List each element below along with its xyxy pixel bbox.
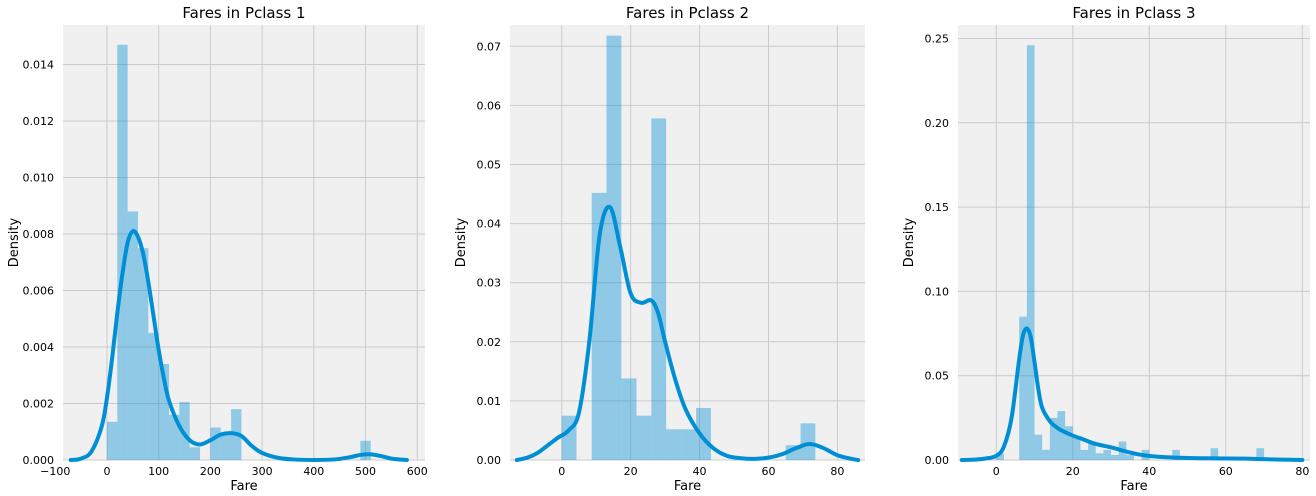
histogram-bar — [996, 453, 1004, 460]
plot-area — [63, 25, 425, 460]
y-tick-label: 0.002 — [23, 398, 55, 411]
histogram-bar — [220, 433, 232, 460]
histogram-bar — [1080, 449, 1089, 460]
x-tick-label: 80 — [1295, 465, 1309, 478]
histogram-bar — [210, 427, 221, 460]
y-axis-label: Density — [7, 217, 22, 267]
histogram-bar — [666, 429, 682, 460]
histogram-bar — [1103, 449, 1112, 460]
y-tick-label: 0.05 — [477, 158, 502, 171]
histogram-bar — [1072, 436, 1081, 460]
histogram-bar — [169, 414, 180, 460]
histogram-bar — [1256, 448, 1265, 460]
plot-area — [958, 25, 1310, 460]
histogram-bar — [1057, 411, 1066, 460]
histogram-bar — [696, 407, 711, 460]
histogram-bar — [1095, 453, 1104, 460]
x-tick-label: 20 — [1066, 465, 1080, 478]
x-axis-label: Fare — [230, 479, 257, 494]
histogram-bar — [800, 423, 816, 460]
y-tick-label: 0.20 — [925, 117, 950, 130]
y-tick-label: 0.02 — [477, 336, 502, 349]
y-tick-label: 0.06 — [477, 99, 502, 112]
y-tick-label: 0.00 — [477, 454, 502, 467]
histogram-bar — [106, 421, 118, 460]
histogram-bar — [189, 447, 201, 460]
chart-panel-pclass-3: 0 20 40 60 80 0.00 0.05 0.10 0.15 0.20 0.25 Fares i… — [902, 4, 1310, 494]
y-tick-label: 0.010 — [23, 172, 55, 185]
histogram-bar — [127, 211, 138, 460]
histogram-bar — [1034, 434, 1043, 460]
x-tick-label: 500 — [355, 465, 376, 478]
kde-curve — [68, 229, 409, 462]
x-axis-label: Fare — [674, 479, 701, 494]
y-axis-label: Density — [902, 217, 917, 267]
chart-panel-pclass-2: 0 20 40 60 80 0.00 0.01 0.02 0.03 0.04 0.05 0.06 0.0… — [454, 4, 865, 494]
x-tick-label: 0 — [993, 465, 1000, 478]
x-tick-label: 80 — [830, 465, 844, 478]
x-tick-label: 0 — [103, 465, 110, 478]
histogram-bar — [1019, 316, 1027, 460]
y-tick-label: 0.00 — [925, 454, 950, 467]
histogram-bar — [606, 35, 622, 461]
histogram-bar — [1172, 449, 1180, 460]
x-tick-label: 300 — [252, 465, 273, 478]
x-tick-label: 60 — [1219, 465, 1233, 478]
chart-title: Fares in Pclass 2 — [626, 4, 749, 22]
histogram-bar — [636, 415, 652, 460]
y-tick-label: 0.008 — [23, 228, 55, 241]
histogram-bar — [117, 44, 128, 460]
plot-area — [510, 25, 865, 460]
histogram-bar — [1042, 449, 1050, 460]
y-tick-label: 0.014 — [23, 59, 55, 72]
chart-title: Fares in Pclass 3 — [1072, 4, 1195, 22]
histogram-bar — [158, 363, 170, 460]
x-tick-label: 100 — [148, 465, 169, 478]
histogram-bar — [1088, 441, 1096, 460]
y-tick-label: 0.012 — [23, 115, 55, 128]
histogram-bar — [1210, 448, 1219, 460]
x-tick-label: 40 — [693, 465, 707, 478]
x-tick-label: 20 — [624, 465, 638, 478]
histogram-bar — [1111, 454, 1119, 460]
x-tick-label: −100 — [40, 465, 70, 478]
y-tick-label: 0.25 — [925, 32, 950, 45]
histogram-bar — [137, 248, 149, 460]
histogram-bar — [651, 118, 667, 461]
histogram-bar — [1126, 454, 1134, 460]
histogram-bar — [1049, 417, 1058, 460]
y-tick-label: 0.15 — [925, 201, 950, 214]
chart-title: Fares in Pclass 1 — [182, 4, 305, 22]
y-tick-label: 0.04 — [477, 218, 502, 231]
y-tick-label: 0.10 — [925, 285, 950, 298]
histogram-bar — [148, 332, 159, 460]
y-tick-label: 0.01 — [477, 395, 502, 408]
x-tick-label: 0 — [558, 465, 565, 478]
y-tick-label: 0.004 — [23, 341, 55, 354]
y-tick-label: 0.006 — [23, 285, 55, 298]
y-tick-label: 0.07 — [477, 40, 502, 53]
x-axis-label: Fare — [1120, 479, 1147, 494]
histogram-bar — [360, 440, 371, 460]
kde-curve — [959, 326, 1305, 462]
y-axis-label: Density — [454, 217, 469, 267]
histogram-bar — [1065, 426, 1073, 460]
histogram-bar — [1026, 45, 1035, 461]
y-tick-label: 0.03 — [477, 277, 502, 290]
x-tick-label: 600 — [407, 465, 428, 478]
y-tick-label: 0.05 — [925, 370, 950, 383]
kde-curve — [514, 204, 861, 462]
histogram-bar — [681, 429, 697, 460]
y-tick-label: 0.000 — [23, 454, 55, 467]
x-tick-label: 400 — [303, 465, 324, 478]
x-tick-label: 60 — [761, 465, 775, 478]
x-tick-label: 200 — [200, 465, 221, 478]
x-tick-label: 40 — [1142, 465, 1156, 478]
histogram-bar — [621, 378, 637, 460]
chart-panel-pclass-1: −100 0 100 200 300 400 500 600 0.000 0.002 0.004 0.… — [7, 4, 428, 494]
